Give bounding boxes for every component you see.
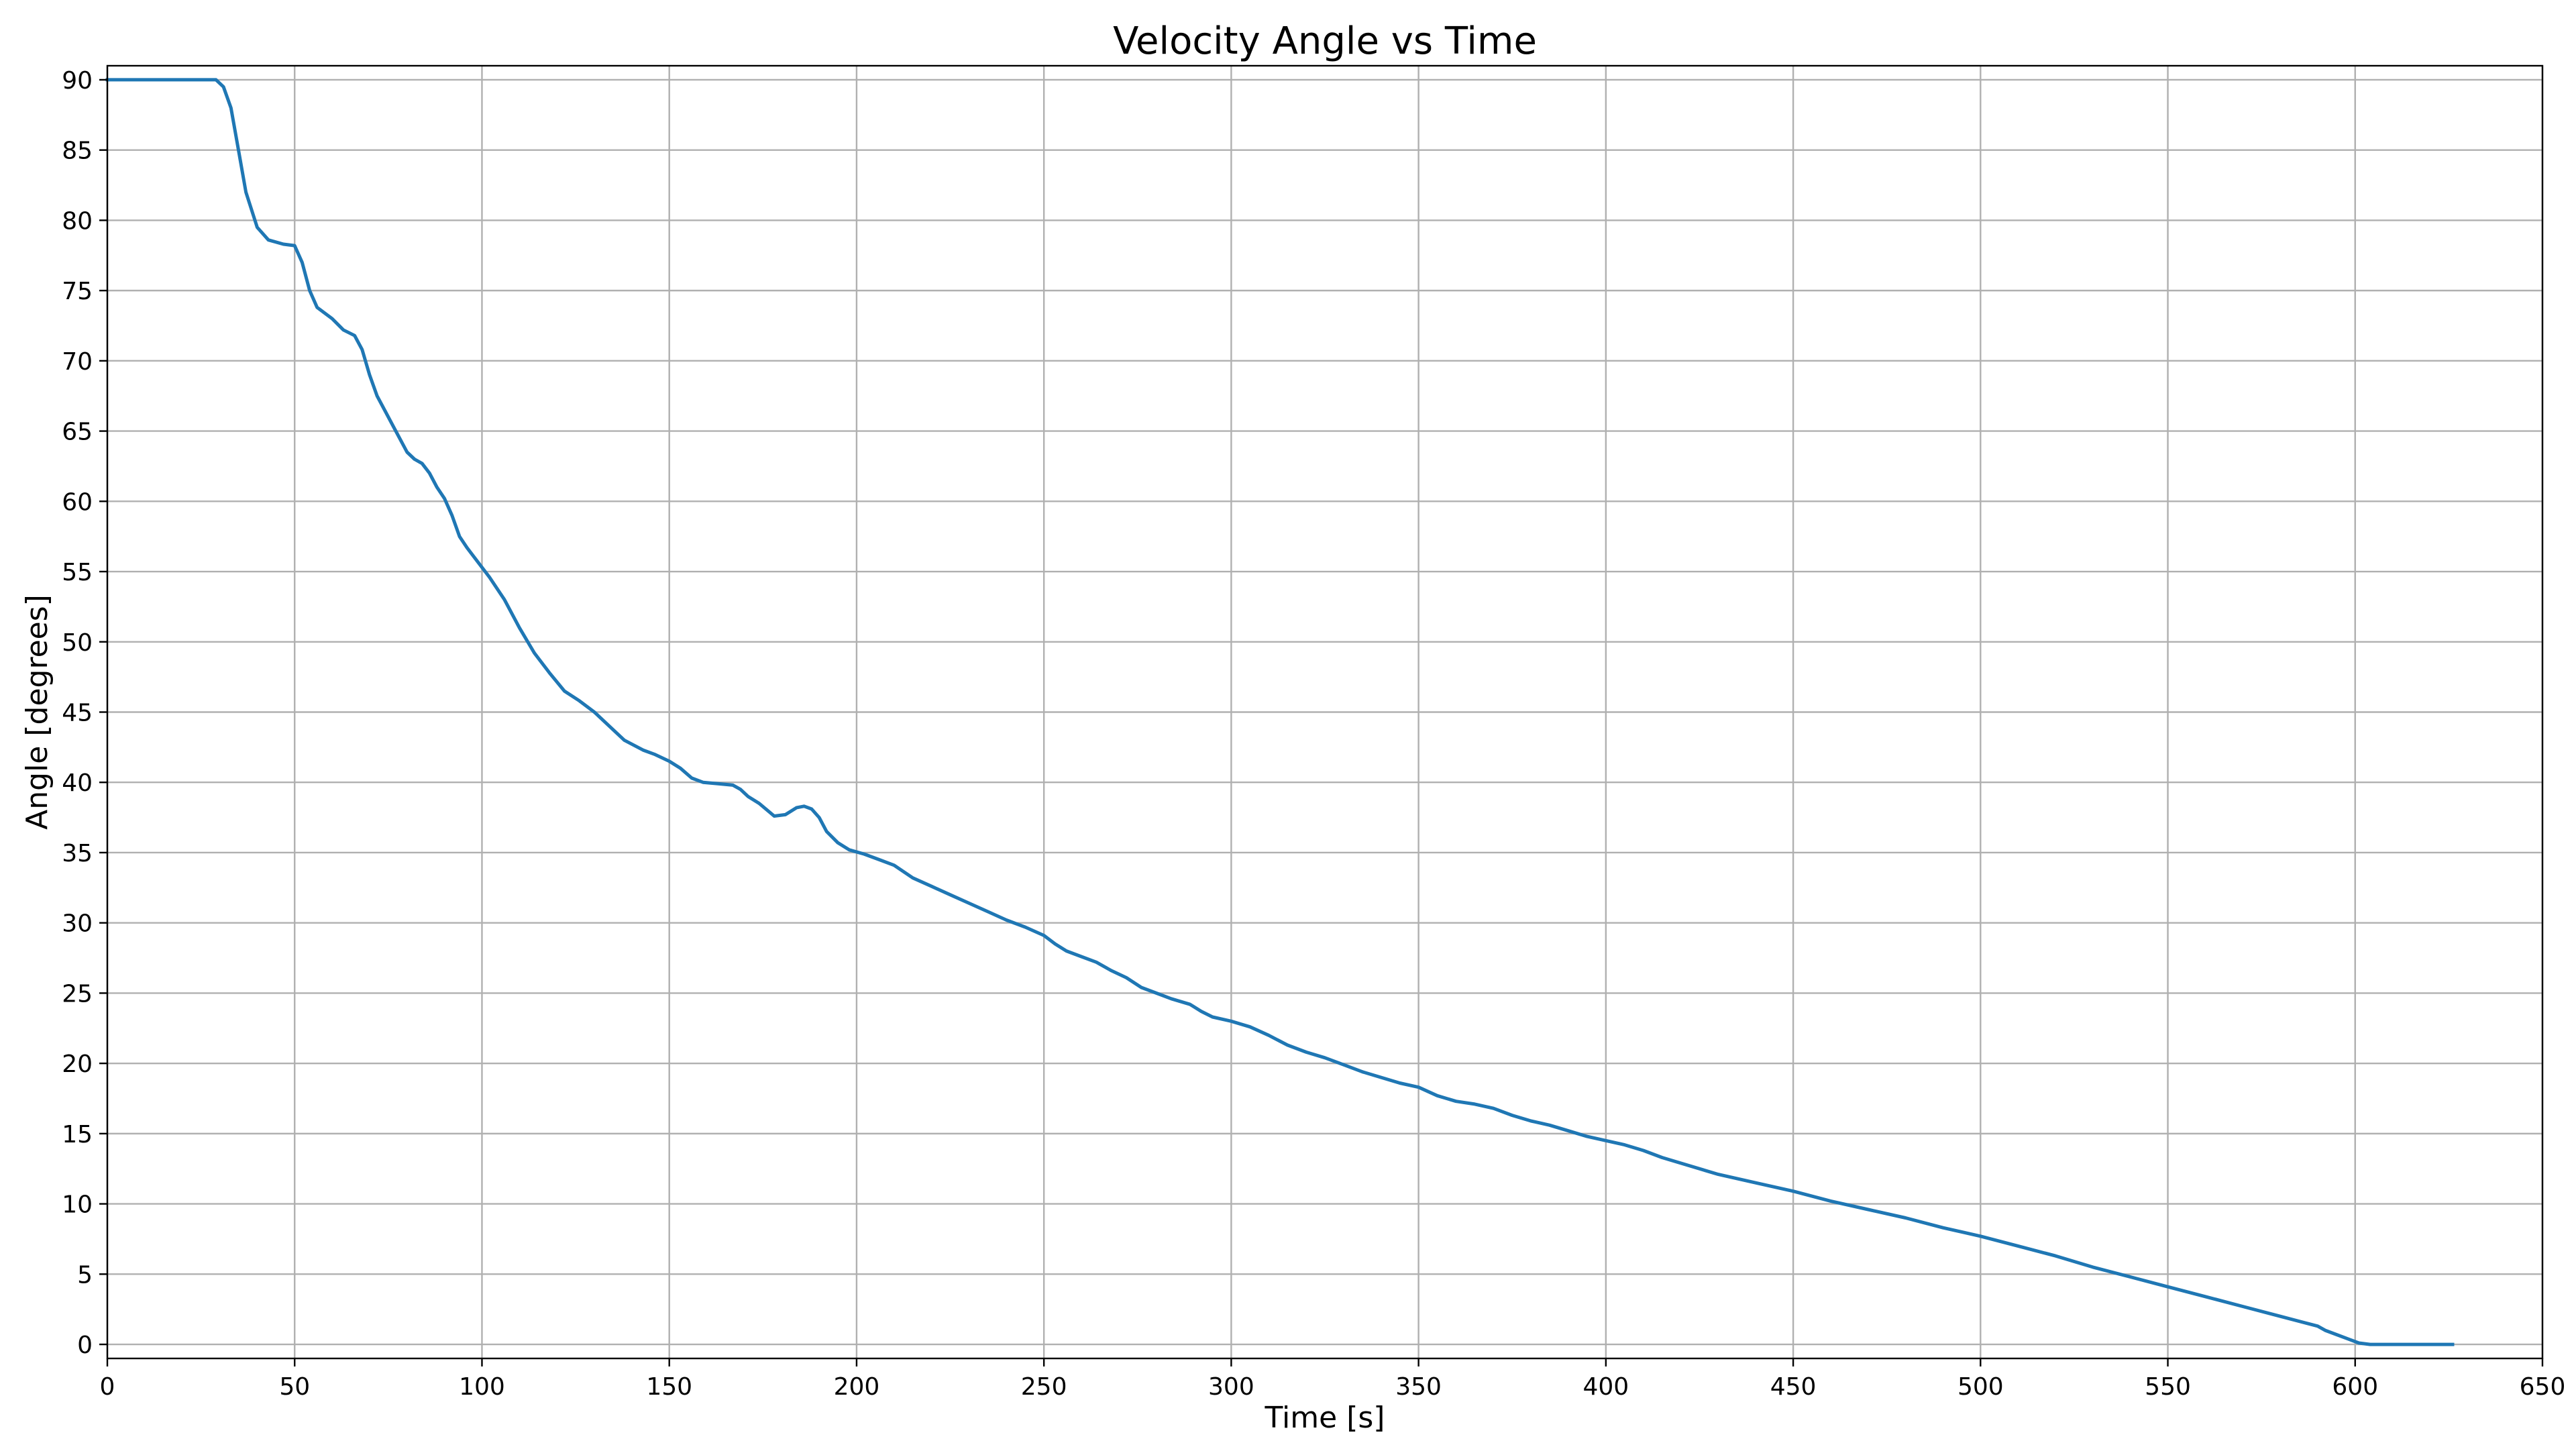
y-tick-label: 65 [62, 419, 93, 446]
ticks-layer: 0 50 100 150 200 250 300 350 400 450 500 550 600 6500… [62, 67, 2565, 1401]
y-tick-label: 15 [62, 1121, 93, 1148]
y-tick-label: 85 [62, 138, 93, 165]
y-tick-label: 40 [62, 769, 93, 797]
y-tick-label: 0 [77, 1332, 93, 1359]
y-tick-label: 90 [62, 67, 93, 95]
series-layer [105, 78, 2455, 1346]
y-tick-label: 10 [62, 1191, 93, 1219]
y-axis-label: Angle [degrees] [20, 594, 54, 830]
y-tick-label: 5 [77, 1261, 93, 1289]
y-tick-label: 70 [62, 348, 93, 376]
y-tick-label: 55 [62, 559, 93, 586]
y-tick-label: 30 [62, 910, 93, 938]
series-line-0 [105, 78, 2455, 1346]
y-tick-label: 45 [62, 700, 93, 727]
x-tick-label: 500 [1957, 1373, 2004, 1401]
x-tick-label: 400 [1582, 1373, 1629, 1401]
x-tick-label: 50 [279, 1373, 310, 1401]
y-tick-label: 35 [62, 840, 93, 867]
x-tick-label: 250 [1021, 1373, 1067, 1401]
y-tick-label: 20 [62, 1051, 93, 1078]
x-tick-label: 100 [459, 1373, 505, 1401]
x-axis-label: Time [s] [1265, 1401, 1385, 1435]
y-tick-label: 80 [62, 207, 93, 235]
x-tick-label: 300 [1208, 1373, 1254, 1401]
x-tick-label: 0 [100, 1373, 115, 1401]
y-tick-label: 75 [62, 278, 93, 305]
x-tick-label: 600 [2332, 1373, 2378, 1401]
x-tick-label: 350 [1395, 1373, 1442, 1401]
x-tick-label: 650 [2520, 1373, 2566, 1401]
chart-title: Velocity Angle vs Time [1113, 19, 1537, 63]
x-tick-label: 200 [834, 1373, 880, 1401]
y-tick-label: 50 [62, 629, 93, 657]
y-tick-label: 60 [62, 488, 93, 516]
x-tick-label: 150 [646, 1373, 692, 1401]
y-tick-label: 25 [62, 980, 93, 1008]
x-tick-label: 550 [2145, 1373, 2191, 1401]
x-tick-label: 450 [1770, 1373, 1817, 1401]
